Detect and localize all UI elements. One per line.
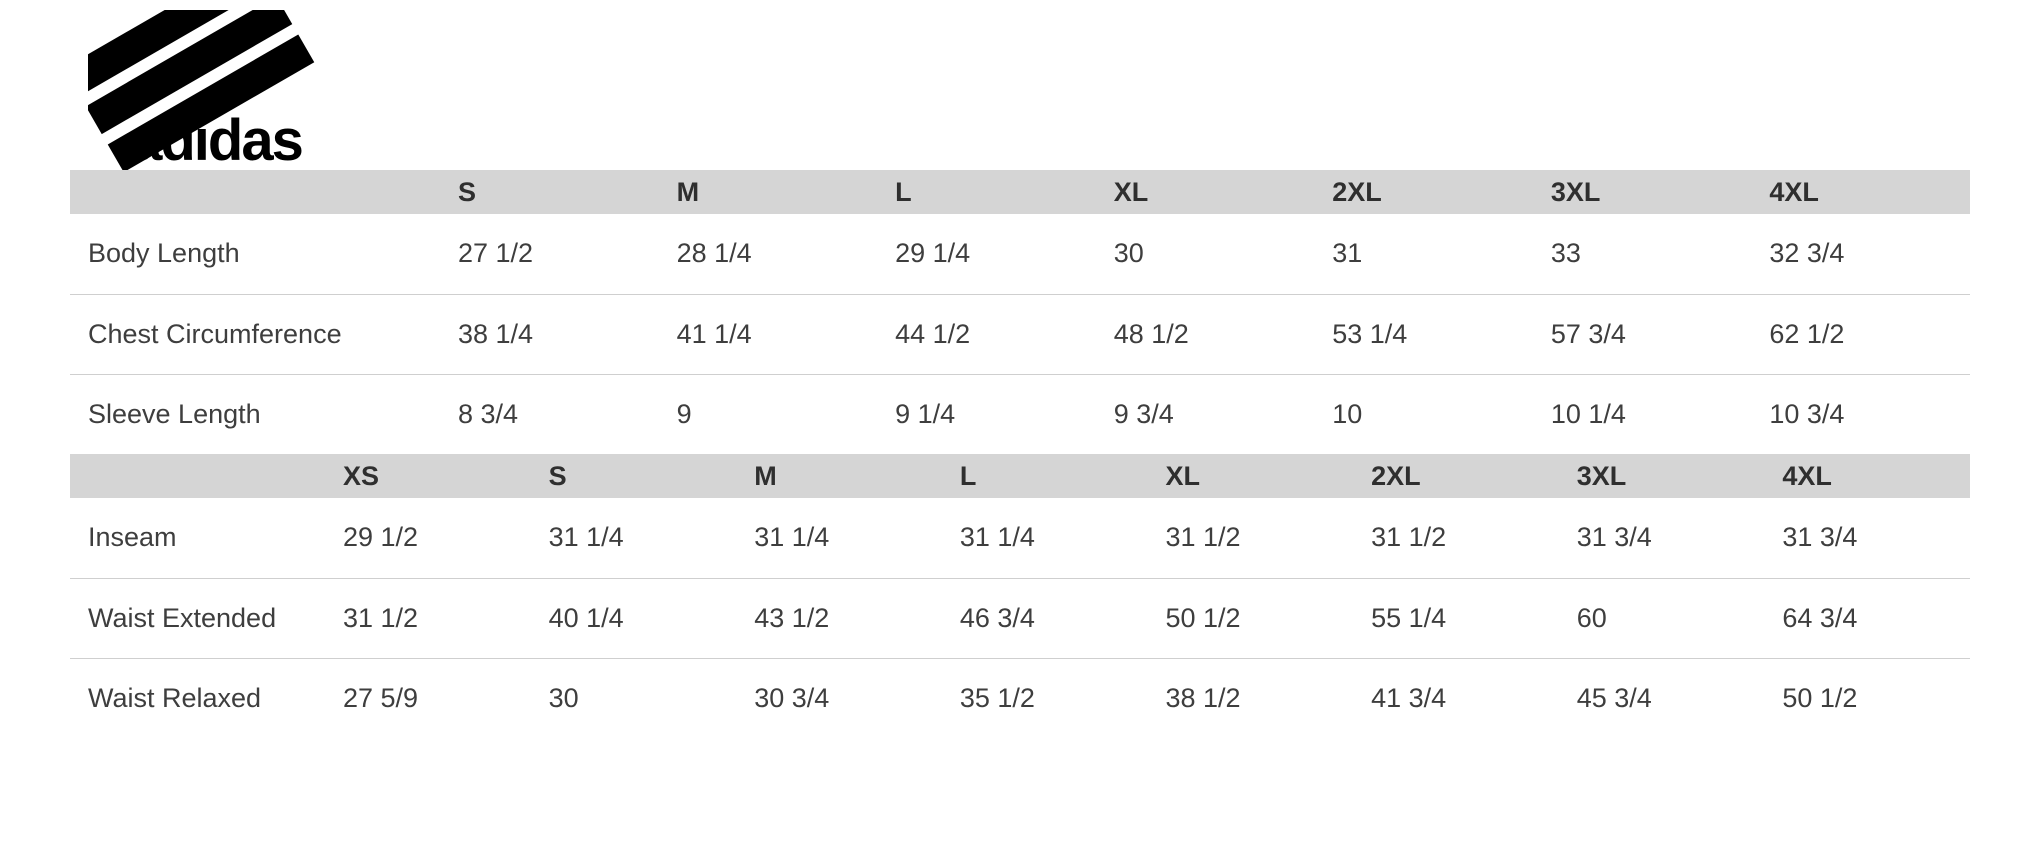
row-label: Waist Relaxed — [70, 658, 325, 738]
col-header: M — [736, 454, 942, 498]
cell: 64 3/4 — [1764, 578, 1970, 658]
cell: 57 3/4 — [1533, 294, 1752, 374]
cell: 31 3/4 — [1559, 498, 1765, 578]
cell: 30 — [1096, 214, 1315, 294]
size-tables: S M L XL 2XL 3XL 4XL Body Length 27 1/2 … — [70, 170, 1970, 738]
col-header: S — [440, 170, 659, 214]
cell: 55 1/4 — [1353, 578, 1559, 658]
brand-wordmark: adidas — [130, 108, 302, 170]
col-header — [70, 170, 440, 214]
col-header: 4XL — [1764, 454, 1970, 498]
col-header: 3XL — [1533, 170, 1752, 214]
col-header: L — [942, 454, 1148, 498]
cell: 9 3/4 — [1096, 374, 1315, 454]
col-header: XL — [1148, 454, 1354, 498]
col-header: M — [659, 170, 878, 214]
cell: 10 3/4 — [1751, 374, 1970, 454]
row-label: Chest Circumference — [70, 294, 440, 374]
cell: 31 1/2 — [325, 578, 531, 658]
row-label: Sleeve Length — [70, 374, 440, 454]
col-header: XS — [325, 454, 531, 498]
cell: 27 1/2 — [440, 214, 659, 294]
cell: 30 3/4 — [736, 658, 942, 738]
cell: 45 3/4 — [1559, 658, 1765, 738]
col-header: 2XL — [1314, 170, 1533, 214]
col-header: 4XL — [1751, 170, 1970, 214]
cell: 29 1/2 — [325, 498, 531, 578]
col-header: XL — [1096, 170, 1315, 214]
cell: 41 1/4 — [659, 294, 878, 374]
row-label: Inseam — [70, 498, 325, 578]
cell: 48 1/2 — [1096, 294, 1315, 374]
cell: 62 1/2 — [1751, 294, 1970, 374]
cell: 35 1/2 — [942, 658, 1148, 738]
table-row: Body Length 27 1/2 28 1/4 29 1/4 30 31 3… — [70, 214, 1970, 294]
table-row: Waist Extended 31 1/2 40 1/4 43 1/2 46 3… — [70, 578, 1970, 658]
cell: 29 1/4 — [877, 214, 1096, 294]
cell: 31 3/4 — [1764, 498, 1970, 578]
cell: 40 1/4 — [531, 578, 737, 658]
cell: 60 — [1559, 578, 1765, 658]
cell: 33 — [1533, 214, 1752, 294]
cell: 38 1/4 — [440, 294, 659, 374]
cell: 31 1/4 — [531, 498, 737, 578]
cell: 31 1/4 — [736, 498, 942, 578]
cell: 31 1/4 — [942, 498, 1148, 578]
cell: 32 3/4 — [1751, 214, 1970, 294]
cell: 38 1/2 — [1148, 658, 1354, 738]
cell: 10 — [1314, 374, 1533, 454]
table-header-row: S M L XL 2XL 3XL 4XL — [70, 170, 1970, 214]
cell: 53 1/4 — [1314, 294, 1533, 374]
cell: 31 1/2 — [1353, 498, 1559, 578]
cell: 28 1/4 — [659, 214, 878, 294]
size-table-bottoms: XS S M L XL 2XL 3XL 4XL Inseam 29 1/2 31… — [70, 454, 1970, 738]
table-row: Sleeve Length 8 3/4 9 9 1/4 9 3/4 10 10 … — [70, 374, 1970, 454]
row-label: Waist Extended — [70, 578, 325, 658]
table-row: Waist Relaxed 27 5/9 30 30 3/4 35 1/2 38… — [70, 658, 1970, 738]
page: adidas S M L XL 2XL 3XL 4XL — [0, 0, 2040, 864]
table-row: Chest Circumference 38 1/4 41 1/4 44 1/2… — [70, 294, 1970, 374]
cell: 27 5/9 — [325, 658, 531, 738]
cell: 41 3/4 — [1353, 658, 1559, 738]
cell: 43 1/2 — [736, 578, 942, 658]
col-header — [70, 454, 325, 498]
cell: 30 — [531, 658, 737, 738]
col-header: 3XL — [1559, 454, 1765, 498]
cell: 44 1/2 — [877, 294, 1096, 374]
col-header: L — [877, 170, 1096, 214]
cell: 50 1/2 — [1764, 658, 1970, 738]
size-table-tops: S M L XL 2XL 3XL 4XL Body Length 27 1/2 … — [70, 170, 1970, 454]
cell: 46 3/4 — [942, 578, 1148, 658]
col-header: S — [531, 454, 737, 498]
cell: 9 — [659, 374, 878, 454]
table-header-row: XS S M L XL 2XL 3XL 4XL — [70, 454, 1970, 498]
cell: 9 1/4 — [877, 374, 1096, 454]
col-header: 2XL — [1353, 454, 1559, 498]
row-label: Body Length — [70, 214, 440, 294]
brand-logo: adidas — [88, 10, 343, 170]
cell: 10 1/4 — [1533, 374, 1752, 454]
table-row: Inseam 29 1/2 31 1/4 31 1/4 31 1/4 31 1/… — [70, 498, 1970, 578]
cell: 31 1/2 — [1148, 498, 1354, 578]
cell: 31 — [1314, 214, 1533, 294]
cell: 50 1/2 — [1148, 578, 1354, 658]
cell: 8 3/4 — [440, 374, 659, 454]
